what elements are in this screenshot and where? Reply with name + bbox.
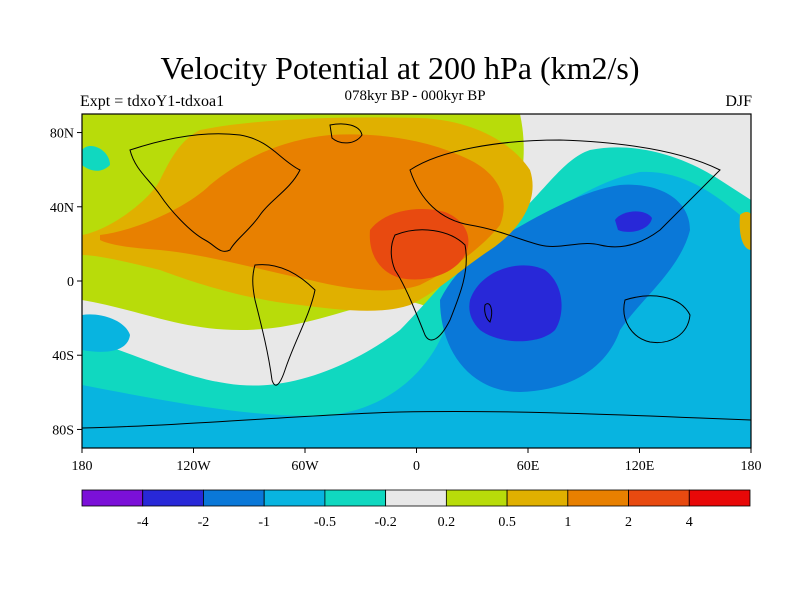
lat-tick-label: 40S — [52, 349, 74, 364]
lat-tick-label: 40N — [50, 201, 74, 216]
coastline-north-america — [129, 133, 301, 252]
contour-blue-core — [440, 184, 690, 392]
map-title: Velocity Potential at 200 hPa (km2/s) — [160, 50, 640, 86]
contour-red-orange — [369, 209, 469, 280]
colorbar-label: 0.5 — [498, 515, 516, 530]
lon-tick-label: 0 — [413, 459, 420, 474]
colorbar-box — [81, 489, 144, 507]
colorbar-label: -1 — [258, 515, 270, 530]
colorbar-label: -0.2 — [375, 515, 397, 530]
coastline-eurasia — [409, 139, 721, 248]
colorbar-label: 0.2 — [438, 515, 456, 530]
coastline-australia — [623, 295, 691, 344]
lon-tick-label: 120W — [176, 459, 211, 474]
season-label: DJF — [725, 93, 752, 110]
coastline-antarctica — [82, 410, 751, 429]
lon-tick-label: 60E — [517, 459, 540, 474]
contour-cyan-west — [82, 314, 130, 352]
colorbar-label: 2 — [625, 515, 632, 530]
colorbar-label: -4 — [137, 515, 149, 530]
colorbar-box — [688, 489, 751, 507]
colorbar-box — [628, 489, 690, 507]
colorbar-box — [385, 489, 447, 507]
colorbar-label: 1 — [564, 515, 571, 530]
longitude-axis: 180 120W 60W 0 60E 120E 180 — [72, 448, 762, 474]
lon-tick-label: 60W — [291, 459, 319, 474]
colorbar-label: -2 — [198, 515, 210, 530]
experiment-label: Expt = tdxoY1-tdxoa1 — [80, 93, 225, 110]
colorbar-box — [445, 489, 508, 507]
lat-tick-label: 0 — [67, 275, 74, 290]
coastline-greenland — [329, 123, 363, 144]
latitude-axis: 80N 40N 0 40S 80S — [50, 127, 82, 438]
lat-tick-label: 80N — [50, 127, 74, 142]
lon-tick-label: 180 — [72, 459, 93, 474]
colorbar-box — [567, 489, 629, 507]
colorbar-box — [203, 489, 265, 507]
colorbar-label: -0.5 — [314, 515, 336, 530]
lon-tick-label: 180 — [741, 459, 762, 474]
coastline-south-america — [252, 264, 316, 386]
contour-darkblue-east — [615, 211, 652, 232]
contour-field — [82, 114, 751, 448]
colorbar-box — [142, 489, 204, 507]
colorbar-label: 4 — [686, 515, 693, 530]
contour-aqua-pacific — [82, 145, 110, 171]
colorbar: -4 -2 -1 -0.5 -0.2 0.2 0.5 1 2 4 — [81, 489, 751, 530]
map-subtitle: 078kyr BP - 000kyr BP — [344, 88, 486, 104]
colorbar-box — [506, 489, 569, 507]
contour-yellow-east — [739, 211, 751, 250]
lon-tick-label: 120E — [625, 459, 655, 474]
coastlines — [82, 123, 751, 429]
coastline-madagascar — [484, 303, 493, 323]
colorbar-box — [324, 489, 387, 507]
contour-darkblue-lobe — [469, 265, 562, 342]
coastline-africa — [390, 229, 467, 341]
colorbar-box — [263, 489, 326, 507]
lat-tick-label: 80S — [52, 423, 74, 438]
